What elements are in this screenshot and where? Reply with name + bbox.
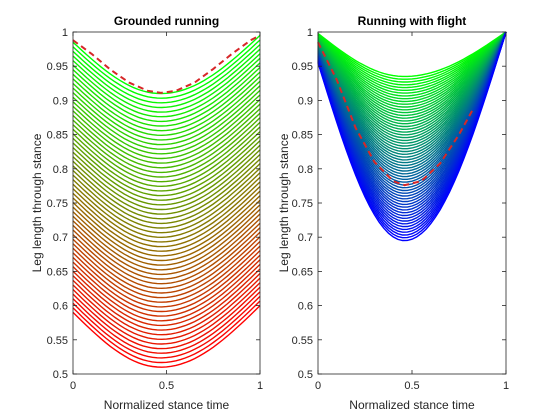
x-axis-label: Normalized stance time <box>104 398 230 412</box>
y-tick-label: 1 <box>62 27 68 39</box>
x-tick-label: 0 <box>70 380 76 392</box>
y-tick-label: 0.55 <box>47 335 68 347</box>
y-tick-label: 0.85 <box>47 130 68 142</box>
chart-title: Running with flight <box>358 14 467 28</box>
y-tick-label: 1 <box>307 27 313 39</box>
x-tick-label: 1 <box>503 380 509 392</box>
y-tick-label: 0.95 <box>292 61 313 73</box>
y-axis-label: Leg length through stance <box>30 133 44 272</box>
y-tick-label: 0.9 <box>53 95 68 107</box>
chart-title: Grounded running <box>114 14 219 28</box>
y-tick-label: 0.65 <box>292 266 313 278</box>
y-tick-label: 0.9 <box>298 95 313 107</box>
y-tick-label: 0.75 <box>292 198 313 210</box>
y-tick-label: 0.75 <box>47 198 68 210</box>
x-tick-label: 0.5 <box>404 380 419 392</box>
y-tick-label: 0.85 <box>292 130 313 142</box>
y-tick-label: 0.55 <box>292 335 313 347</box>
y-tick-label: 0.7 <box>53 232 68 244</box>
y-tick-label: 0.7 <box>298 232 313 244</box>
x-axis-label: Normalized stance time <box>349 398 475 412</box>
y-tick-label: 0.6 <box>53 301 68 313</box>
x-tick-label: 0 <box>315 380 321 392</box>
y-tick-label: 0.6 <box>298 301 313 313</box>
y-tick-label: 0.8 <box>298 164 313 176</box>
y-axis-label: Leg length through stance <box>277 133 291 272</box>
y-tick-label: 0.5 <box>53 369 68 381</box>
y-tick-label: 0.65 <box>47 266 68 278</box>
x-tick-label: 1 <box>257 380 263 392</box>
y-tick-label: 0.5 <box>298 369 313 381</box>
y-tick-label: 0.8 <box>53 164 68 176</box>
y-tick-label: 0.95 <box>47 61 68 73</box>
x-tick-label: 0.5 <box>159 380 174 392</box>
